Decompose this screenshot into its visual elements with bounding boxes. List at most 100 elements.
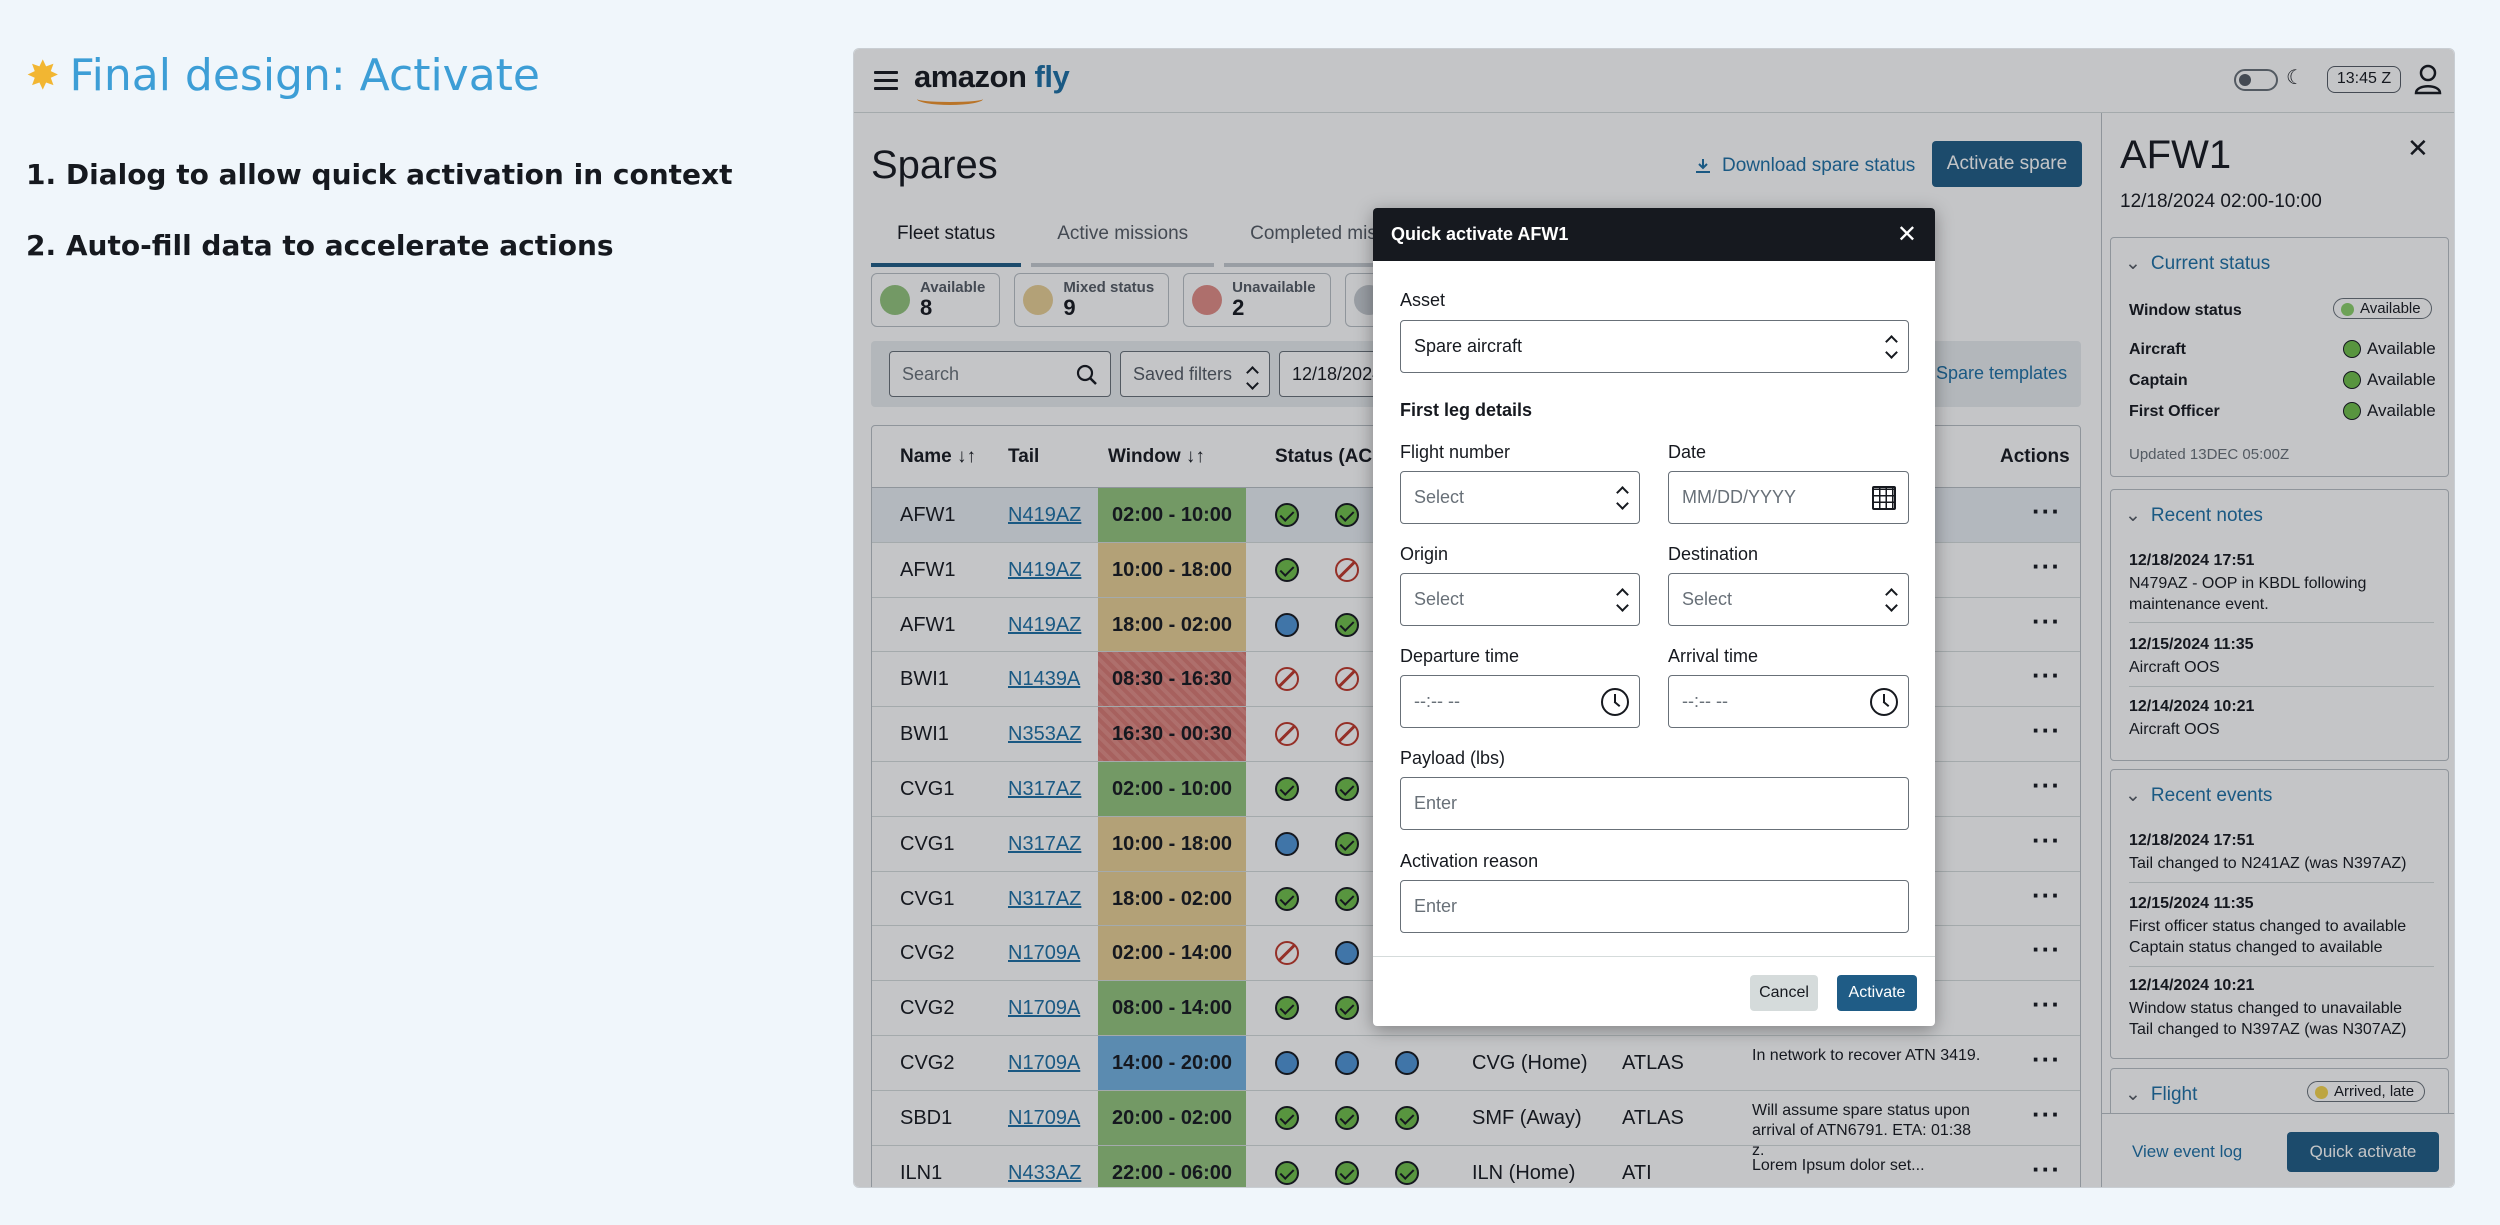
more-actions-icon[interactable]: ··· [2032,879,2061,910]
more-actions-icon[interactable]: ··· [2032,1153,2061,1184]
recent-events-header[interactable]: Recent events [2125,784,2272,807]
more-actions-icon[interactable]: ··· [2032,1043,2061,1074]
arrival-time-label: Arrival time [1668,646,1759,666]
tail-link[interactable]: N1709A [1008,1051,1081,1074]
tail-link[interactable]: N1439A [1008,668,1081,691]
table-row[interactable]: BWI1 N353AZ 16:30 - 00:30 ··· [872,707,2080,762]
tail-link[interactable]: N353AZ [1008,723,1082,746]
presentation-title-text: Final design: Activate [69,50,541,101]
prohibited-icon [1335,557,1359,582]
status-dot [1023,285,1054,315]
theme-toggle[interactable] [2234,69,2278,91]
table-row[interactable]: CVG2 N1709A 14:00 - 20:00 CVG (Home) ATLAS In… [872,1035,2080,1091]
window-status-badge: Available [2333,298,2432,319]
chevron-updown-icon [1247,366,1257,390]
table-row[interactable]: SBD1 N1709A 20:00 - 02:00 SMF (Away) ATLAS Wi… [872,1090,2080,1159]
flight-status-badge: Arrived, late [2307,1081,2426,1102]
activate-button[interactable]: Activate [1837,975,1917,1011]
more-actions-icon[interactable]: ··· [2032,824,2061,855]
stat-available[interactable]: Available 8 [871,273,1001,327]
presentation-title: ✸ Final design: Activate [26,50,540,101]
download-link[interactable]: Download spare status [1694,155,1915,177]
stat-unavailable[interactable]: Unavailable 2 [1183,273,1331,327]
clock-icon[interactable] [1870,688,1898,716]
tail-link[interactable]: N419AZ [1008,613,1082,636]
row-name: AFW1 [900,613,956,636]
col-tail: Tail [1008,446,1040,467]
stat-mixed[interactable]: Mixed status 9 [1014,273,1170,327]
saved-filters-select[interactable]: Saved filters [1120,351,1270,397]
more-actions-icon[interactable]: ··· [2032,989,2061,1020]
tail-link[interactable]: N1709A [1008,997,1081,1020]
tail-link[interactable]: N433AZ [1008,1161,1082,1184]
close-icon[interactable]: ✕ [2407,133,2429,163]
table-body: AFW1 N419AZ 02:00 - 10:00 ··· AFW1 N419AZ 10:0… [872,488,2080,1187]
menu-icon[interactable] [874,71,898,90]
payload-input[interactable]: Enter [1400,777,1909,830]
close-icon[interactable]: ✕ [1896,221,1917,248]
departure-time-label: Departure time [1400,646,1520,666]
clock-icon[interactable] [1601,688,1629,716]
more-actions-icon[interactable]: ··· [2032,715,2061,746]
flight-header[interactable]: Flight [2125,1083,2197,1106]
tail-link[interactable]: N317AZ [1008,887,1082,910]
note-time: 12/14/2024 10:21 [2129,698,2255,715]
event-text: Window status changed to unavailable Tai… [2129,1000,2407,1038]
tail-link[interactable]: N419AZ [1008,558,1082,581]
spare-templates-link[interactable]: Spare templates [1936,363,2068,383]
more-actions-icon[interactable]: ··· [2032,550,2061,581]
check-circle-icon [1335,996,1359,1021]
arrival-time-input[interactable]: --:-- -- [1668,675,1909,728]
more-actions-icon[interactable]: ··· [2032,660,2061,691]
current-status-header[interactable]: Current status [2125,252,2270,275]
cancel-button[interactable]: Cancel [1750,975,1818,1011]
tail-link[interactable]: N317AZ [1008,777,1082,800]
col-name[interactable]: Name ↓↑ [900,446,977,467]
quick-activate-button[interactable]: Quick activate [2287,1132,2439,1172]
row-name: CVG1 [900,777,955,800]
check-icon [2343,340,2361,358]
chevron-updown-icon [1617,588,1627,612]
more-actions-icon[interactable]: ··· [2032,496,2061,526]
event-time: 12/18/2024 17:51 [2129,832,2255,849]
section-title: First leg details [1400,400,1533,420]
tail-link[interactable]: N317AZ [1008,832,1082,855]
tab-fleet-status[interactable]: Fleet status [871,213,1022,267]
activation-reason-label: Activation reason [1400,851,1539,871]
status-summary: Available 8 Mixed status 9 Unavailable 2 [871,273,1385,327]
origin-select[interactable]: Select [1400,573,1640,626]
col-window[interactable]: Window ↓↑ [1108,446,1205,467]
more-actions-icon[interactable]: ··· [2032,769,2061,800]
table-row[interactable]: ILN1 N433AZ 22:00 - 06:00 ILN (Home) ATI Lore… [872,1145,2080,1187]
table-row[interactable]: CVG1 N317AZ 02:00 - 10:00 ··· [872,761,2080,817]
app-logo[interactable]: amazon fly [914,59,1070,94]
more-actions-icon[interactable]: ··· [2032,934,2061,965]
date-input[interactable]: MM/DD/YYYY [1668,471,1909,524]
more-actions-icon[interactable]: ··· [2032,1098,2061,1129]
check-circle-icon [1335,886,1359,911]
flight-number-select[interactable]: Select [1400,471,1640,524]
recent-notes-header[interactable]: Recent notes [2125,504,2263,527]
calendar-icon[interactable] [1872,486,1896,510]
check-circle-icon [1275,996,1299,1021]
asset-select[interactable]: Spare aircraft [1400,320,1909,373]
star-icon: ✸ [26,52,60,99]
top-bar: amazon fly ☾ 13:45 Z [854,49,2454,113]
user-icon[interactable] [2414,63,2442,95]
window-cell: 14:00 - 20:00 [1098,1035,1246,1090]
pending-circle-icon [1395,1050,1419,1075]
destination-select[interactable]: Select [1668,573,1909,626]
tab-active-missions[interactable]: Active missions [1031,213,1215,267]
date-filter[interactable]: 12/18/2024 [1279,351,1389,397]
tail-link[interactable]: N1709A [1008,1106,1081,1129]
table-row[interactable]: CVG2 N1709A 08:00 - 14:00 ··· [872,981,2080,1036]
view-event-log-link[interactable]: View event log [2132,1142,2243,1161]
check-icon [2343,371,2361,389]
more-actions-icon[interactable]: ··· [2032,605,2061,636]
departure-time-input[interactable]: --:-- -- [1400,675,1640,728]
search-input[interactable]: Search [889,351,1111,397]
activation-reason-input[interactable]: Enter [1400,880,1909,933]
activate-spare-button[interactable]: Activate spare [1932,141,2082,187]
tail-link[interactable]: N1709A [1008,942,1081,965]
tail-link[interactable]: N419AZ [1008,504,1082,526]
